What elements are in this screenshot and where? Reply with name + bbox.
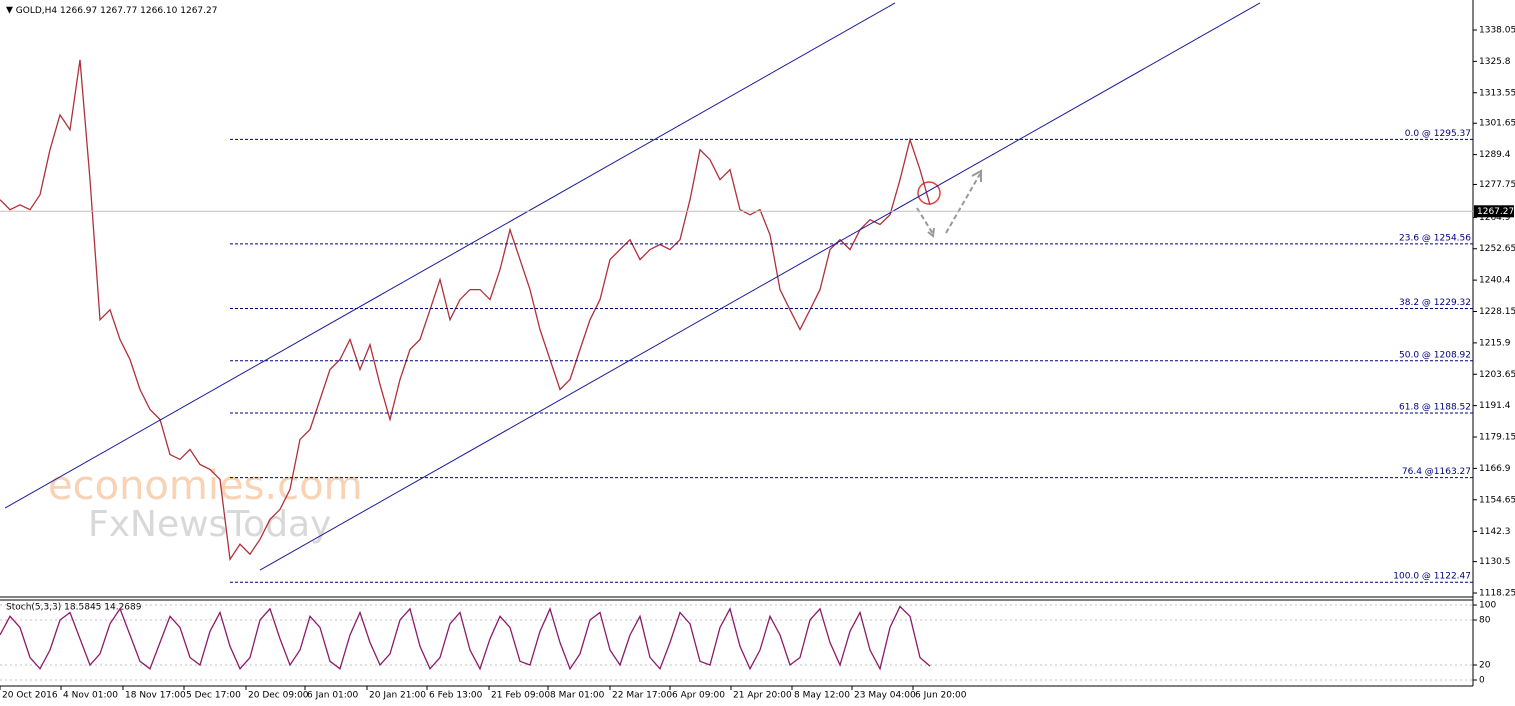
forecast-arrow-head [971, 169, 982, 182]
current-price-label: 1267.27 [1477, 207, 1514, 217]
channel-line [4, 2, 896, 509]
fib-level-label: 76.4 @1163.27 [1402, 467, 1471, 477]
y-tick-label: 1338.05 [1479, 25, 1515, 35]
y-tick-label: 1142.3 [1479, 527, 1511, 537]
y-tick-label: 1325.8 [1479, 57, 1511, 67]
x-tick-label: 20 Jan 21:00 [369, 691, 426, 701]
y-tick-label: 1215.9 [1479, 338, 1511, 348]
y-tick-label: 1277.75 [1479, 180, 1515, 190]
forecast-arrow [945, 173, 981, 234]
price-line [0, 59, 931, 562]
y-tick-label: 1240.4 [1479, 276, 1511, 286]
fib-level-label: 23.6 @ 1254.56 [1399, 233, 1471, 243]
y-tick-label: 1228.15 [1479, 307, 1515, 317]
fib-level-label: 50.0 @ 1208.92 [1399, 350, 1471, 360]
x-tick-label: 5 Dec 17:00 [186, 691, 241, 701]
x-tick-label: 6 Jun 20:00 [915, 691, 967, 701]
channel-line [259, 2, 1261, 571]
x-tick-label: 20 Oct 2016 [2, 691, 58, 701]
x-tick-label: 8 May 12:00 [794, 691, 850, 701]
fib-level-label: 100.0 @ 1122.47 [1393, 572, 1471, 582]
fib-level-label: 61.8 @ 1188.52 [1399, 403, 1471, 413]
x-tick-label: 21 Feb 09:00 [491, 691, 550, 701]
fib-level-label: 38.2 @ 1229.32 [1399, 298, 1471, 308]
current-price-box [1474, 205, 1514, 218]
y-tick-label: 1313.55 [1479, 88, 1515, 98]
y-tick-label: 1252.65 [1479, 244, 1515, 254]
x-tick-label: 4 Nov 01:00 [63, 691, 118, 701]
y-tick-label: 1289.4 [1479, 150, 1511, 160]
price-line [0, 605, 931, 671]
fib-level-label: 0.0 @ 1295.37 [1405, 129, 1471, 139]
x-tick-label: 23 May 04:00 [854, 691, 916, 701]
watermark: FxNewsToday [88, 504, 331, 545]
y-tick-label: 1130.5 [1479, 557, 1511, 567]
chart-title: GOLD,H4 1266.97 1267.77 1266.10 1267.27 [16, 6, 218, 16]
y-tick-label: 1264.9 [1479, 213, 1511, 223]
y-tick-label: 1179.15 [1479, 433, 1515, 443]
y-tick-label: 1154.65 [1479, 495, 1515, 505]
y-tick-label: 0 [1479, 676, 1485, 686]
y-tick-label: 1203.65 [1479, 370, 1515, 380]
x-tick-label: 6 Jan 01:00 [307, 691, 359, 701]
x-tick-label: 20 Dec 09:00 [248, 691, 309, 701]
y-tick-label: 1301.65 [1479, 119, 1515, 129]
y-tick-label: 1118.25 [1479, 589, 1515, 599]
x-tick-label: 6 Feb 13:00 [429, 691, 483, 701]
x-tick-label: 18 Nov 17:00 [125, 691, 186, 701]
x-tick-label: 22 Mar 17:00 [612, 691, 672, 701]
x-tick-label: 8 Mar 01:00 [550, 691, 605, 701]
indicator-title: Stoch(5,3,3) 18.5845 14.2689 [6, 603, 142, 613]
forecast-arrow-head [927, 227, 935, 238]
x-tick-label: 21 Apr 20:00 [733, 691, 792, 701]
y-tick-label: 1191.4 [1479, 401, 1511, 411]
watermark: economies.com [48, 463, 363, 509]
chart-title: ▼ GOLD,H4 1266.97 1267.77 1266.10 1267.2… [6, 6, 217, 16]
x-tick-label: 6 Apr 09:00 [672, 691, 725, 701]
y-tick-label: 100 [1479, 601, 1496, 611]
y-tick-label: 20 [1479, 661, 1491, 671]
highlight-circle [917, 181, 941, 205]
y-tick-label: 1166.9 [1479, 464, 1511, 474]
y-tick-label: 80 [1479, 616, 1491, 626]
forecast-arrow [916, 207, 934, 235]
